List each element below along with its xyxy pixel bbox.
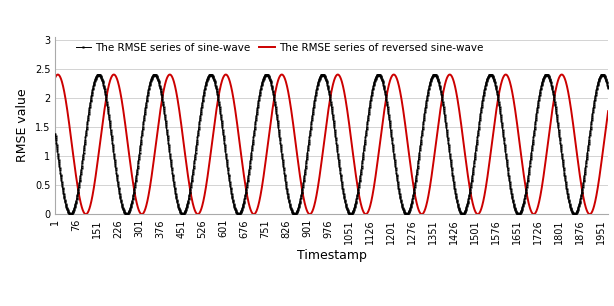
The RMSE series of sine-wave <box>611 130 614 134</box>
Legend: The RMSE series of sine-wave, The RMSE series of reversed sine-wave: The RMSE series of sine-wave, The RMSE s… <box>71 38 488 57</box>
The RMSE series of sine-wave <box>596 77 603 81</box>
The RMSE series of sine-wave <box>52 132 59 136</box>
The RMSE series of sine-wave <box>493 88 500 91</box>
Y-axis label: RMSE value: RMSE value <box>17 89 29 162</box>
The RMSE series of sine-wave <box>80 147 88 150</box>
The RMSE series of reversed sine-wave <box>80 211 88 215</box>
Line: The RMSE series of reversed sine-wave: The RMSE series of reversed sine-wave <box>55 75 614 214</box>
The RMSE series of reversed sine-wave <box>611 76 614 80</box>
The RMSE series of sine-wave <box>95 73 103 76</box>
The RMSE series of reversed sine-wave <box>52 76 59 79</box>
The RMSE series of reversed sine-wave <box>54 73 61 76</box>
The RMSE series of sine-wave <box>309 109 317 112</box>
The RMSE series of reversed sine-wave <box>324 113 332 117</box>
The RMSE series of sine-wave <box>595 78 602 82</box>
The RMSE series of reversed sine-wave <box>493 107 500 111</box>
X-axis label: Timestamp: Timestamp <box>297 249 367 262</box>
The RMSE series of sine-wave <box>67 212 74 216</box>
The RMSE series of reversed sine-wave <box>596 177 603 180</box>
The RMSE series of sine-wave <box>324 85 332 89</box>
The RMSE series of reversed sine-wave <box>309 208 316 212</box>
The RMSE series of reversed sine-wave <box>474 212 481 216</box>
The RMSE series of reversed sine-wave <box>595 178 602 182</box>
Line: The RMSE series of sine-wave: The RMSE series of sine-wave <box>55 74 614 215</box>
